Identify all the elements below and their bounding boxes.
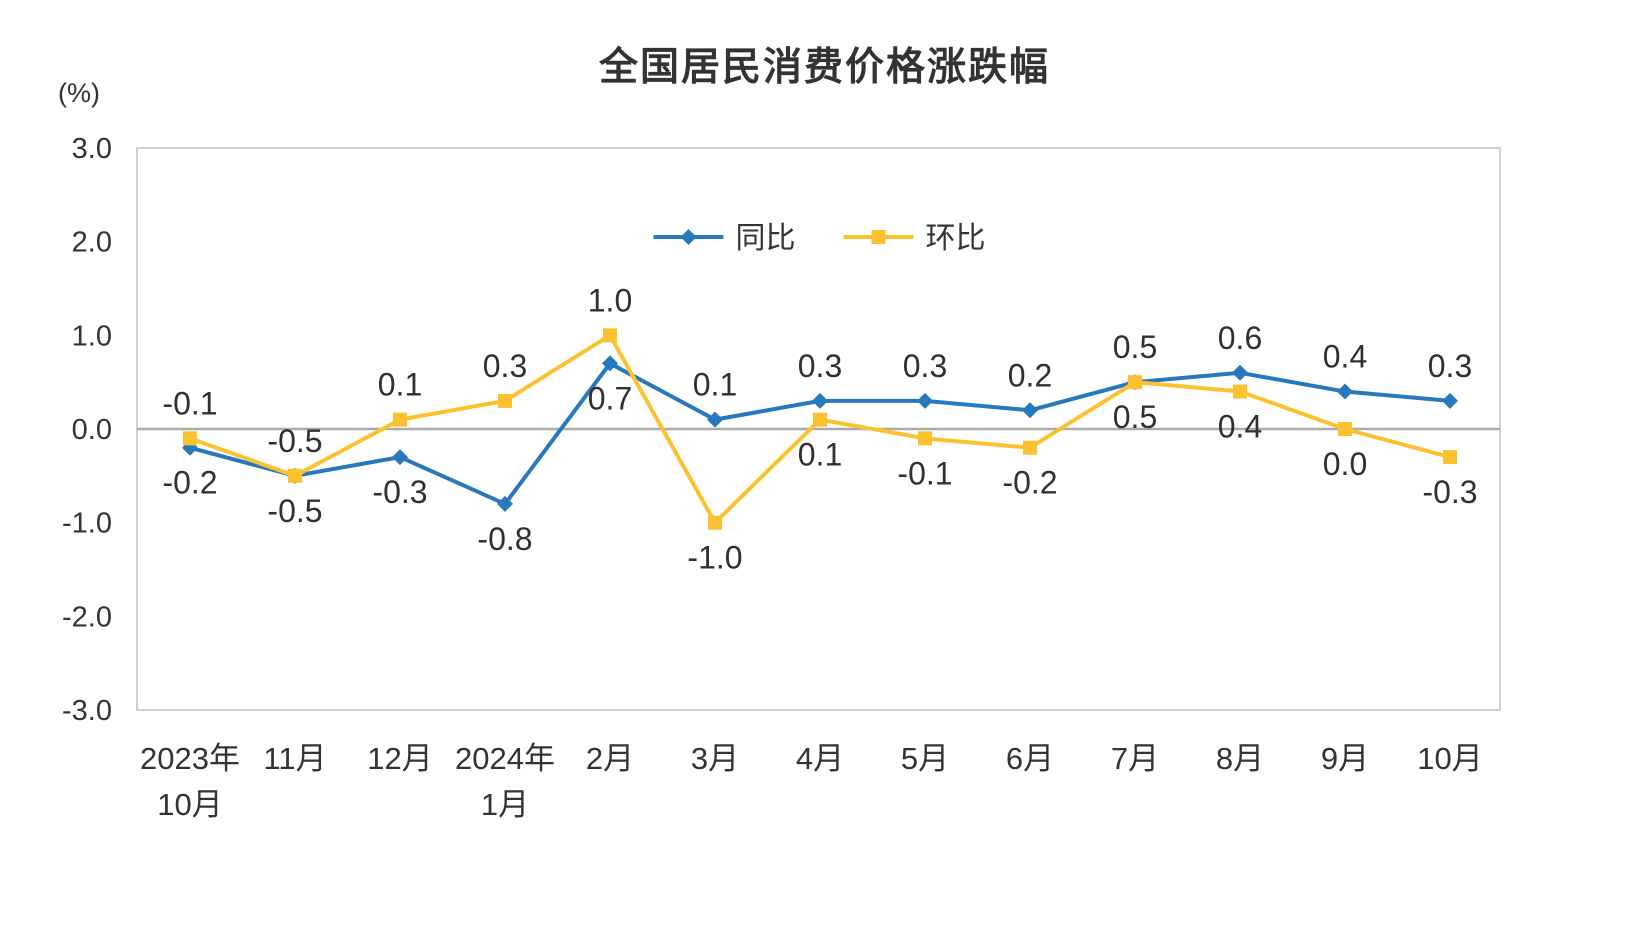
- y-axis-unit-label: (%): [58, 78, 100, 108]
- series-marker-square: [498, 393, 512, 408]
- series-marker-square: [603, 328, 617, 343]
- x-category-label: 11月: [263, 741, 326, 776]
- data-label: -0.5: [267, 493, 322, 529]
- data-label: 0.1: [798, 437, 842, 473]
- data-label: 0.5: [1113, 399, 1157, 435]
- data-label: 0.3: [798, 348, 842, 384]
- series-marker-diamond: [1022, 402, 1038, 419]
- data-label: -0.5: [267, 423, 322, 459]
- x-category-label: 10月: [157, 787, 222, 822]
- data-label: 0.3: [903, 348, 947, 384]
- x-category-label: 2024年: [455, 741, 555, 776]
- series-marker-square: [918, 431, 932, 446]
- x-category-label: 2023年: [140, 741, 240, 776]
- x-category-label: 1月: [481, 787, 529, 822]
- series-marker-diamond: [1442, 392, 1458, 409]
- series-marker-diamond: [602, 355, 618, 372]
- x-category-label: 7月: [1111, 741, 1159, 776]
- x-category-label: 4月: [796, 741, 844, 776]
- legend-item-环比: 环比: [843, 222, 986, 255]
- data-label: -0.8: [477, 521, 532, 557]
- y-tick-label: -2.0: [62, 601, 112, 633]
- legend-label: 环比: [926, 222, 986, 255]
- series-marker-square: [393, 412, 407, 427]
- y-tick-label: -3.0: [62, 695, 112, 727]
- data-label: -0.2: [162, 465, 217, 501]
- x-category-label: 10月: [1417, 741, 1482, 776]
- series-marker-diamond: [812, 392, 828, 409]
- data-label: -0.1: [897, 455, 952, 491]
- series-marker-square: [708, 515, 722, 530]
- x-category-label: 9月: [1321, 741, 1369, 776]
- x-category-label: 12月: [367, 741, 432, 776]
- y-tick-label: 1.0: [72, 320, 112, 352]
- data-label: 0.5: [1113, 329, 1157, 365]
- x-category-label: 2月: [586, 741, 634, 776]
- data-label: 0.1: [378, 367, 422, 403]
- legend-marker-square: [871, 230, 886, 244]
- y-tick-label: 3.0: [72, 133, 112, 165]
- legend-marker-diamond: [680, 229, 697, 245]
- series-marker-diamond: [1232, 364, 1248, 381]
- data-label: -0.3: [372, 474, 427, 510]
- series-marker-diamond: [497, 495, 513, 512]
- x-category-label: 5月: [901, 741, 949, 776]
- series-marker-square: [1233, 384, 1247, 399]
- data-label: -0.3: [1422, 474, 1477, 510]
- legend-item-同比: 同比: [653, 222, 796, 255]
- series-marker-square: [813, 412, 827, 427]
- y-tick-label: 0.0: [72, 414, 112, 446]
- data-label: 0.1: [693, 367, 737, 403]
- y-tick-label: -1.0: [62, 508, 112, 540]
- series-marker-square: [1023, 440, 1037, 455]
- legend-label: 同比: [736, 222, 796, 255]
- series-marker-square: [1128, 375, 1142, 390]
- x-category-label: 6月: [1006, 741, 1054, 776]
- series-marker-diamond: [917, 392, 933, 409]
- series-marker-square: [1338, 422, 1352, 436]
- data-label: 0.0: [1323, 446, 1367, 482]
- series-marker-square: [288, 468, 302, 483]
- y-tick-label: 2.0: [72, 227, 112, 259]
- x-category-label: 8月: [1216, 741, 1264, 776]
- data-label: -1.0: [687, 540, 742, 576]
- data-label: -0.2: [1002, 465, 1057, 501]
- data-label: 0.4: [1218, 409, 1262, 445]
- data-label: 0.7: [588, 380, 632, 416]
- data-label: 0.3: [1428, 348, 1472, 384]
- data-label: -0.1: [162, 385, 217, 421]
- data-label: 0.2: [1008, 357, 1052, 393]
- x-category-label: 3月: [691, 741, 739, 776]
- data-label: 0.6: [1218, 320, 1262, 356]
- data-label: 0.4: [1323, 339, 1367, 375]
- series-marker-square: [1443, 450, 1457, 465]
- chart-title: 全国居民消费价格涨跌幅: [598, 46, 1050, 89]
- data-label: 0.3: [483, 348, 527, 384]
- series-marker-diamond: [1337, 383, 1353, 400]
- series-marker-diamond: [707, 411, 723, 428]
- series-marker-square: [183, 431, 197, 446]
- data-label: 1.0: [588, 282, 632, 318]
- series-marker-diamond: [392, 449, 408, 466]
